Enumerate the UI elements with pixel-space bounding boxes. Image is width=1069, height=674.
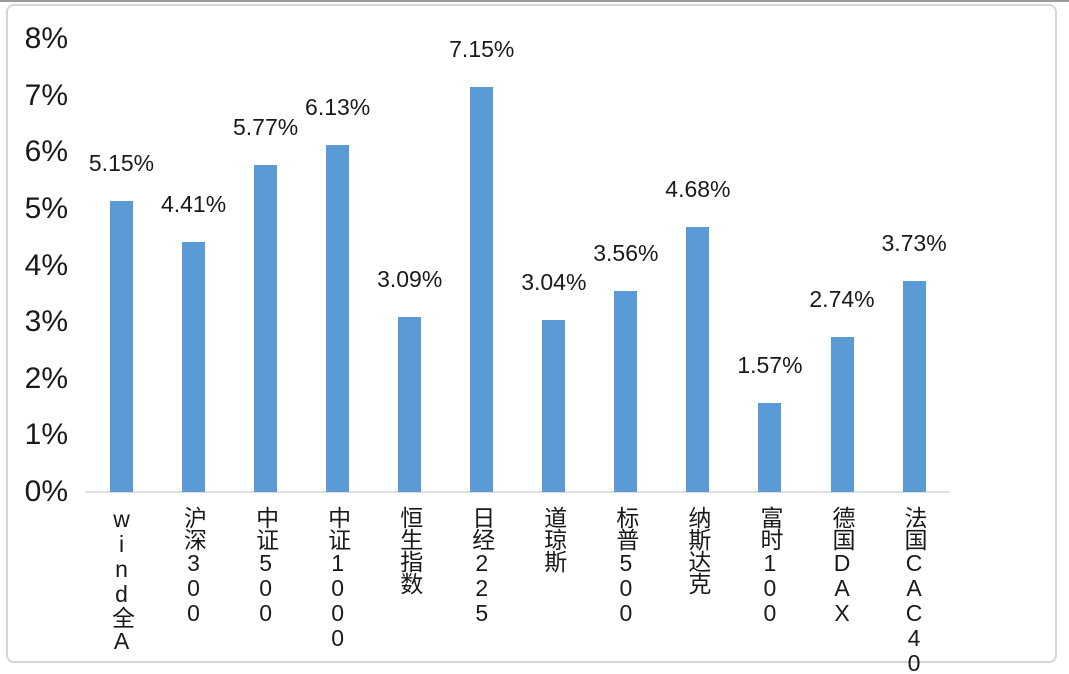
bar-value-label: 3.04% — [521, 268, 587, 295]
y-axis-tick-label: 4% — [24, 248, 68, 282]
x-axis-category-label: wind全A — [108, 506, 135, 653]
x-axis-category-label: 中证1000 — [324, 506, 351, 650]
y-axis-tick-label: 5% — [24, 192, 68, 225]
y-axis-tick-label: 8% — [24, 22, 68, 56]
x-axis-category-label: 标普500 — [612, 506, 639, 625]
bar — [182, 242, 206, 492]
x-axis-category-label: 恒生指数 — [396, 506, 423, 594]
bar-value-label: 3.09% — [377, 266, 443, 293]
bar-value-label: 2.74% — [809, 285, 875, 312]
bar-value-label: 3.73% — [881, 229, 947, 256]
x-axis-category-label: 中证500 — [252, 506, 279, 625]
bar — [686, 227, 710, 492]
bar-value-label: 1.57% — [737, 352, 803, 379]
chart-border — [6, 4, 1057, 663]
y-axis-tick-label: 6% — [24, 135, 68, 169]
y-axis-tick-label: 3% — [24, 305, 68, 339]
x-axis-category-label: 纳斯达克 — [684, 506, 711, 594]
x-axis-line — [85, 491, 950, 493]
x-axis-category-label: 法国CAC40 — [901, 506, 928, 674]
bar — [110, 200, 133, 492]
bar-value-label: 3.56% — [593, 239, 659, 266]
y-axis-tick-label: 7% — [24, 78, 68, 112]
y-axis-tick-label: 2% — [24, 361, 68, 395]
x-axis-category-label: 富时100 — [756, 506, 783, 625]
x-axis-category-label: 道琼斯 — [540, 506, 567, 572]
page-top-divider — [0, 0, 1069, 2]
bar-value-label: 4.68% — [665, 176, 731, 203]
bar — [254, 165, 278, 492]
bar-value-label: 7.15% — [449, 36, 515, 63]
bar — [614, 290, 638, 492]
bar — [470, 87, 494, 492]
bar — [542, 319, 566, 492]
bar-value-label: 4.41% — [160, 191, 227, 218]
y-axis-tick-label: 1% — [24, 418, 68, 452]
bar-value-label: 5.77% — [232, 114, 299, 141]
y-axis-tick-label: 0% — [24, 475, 68, 508]
bar — [830, 336, 854, 492]
bar-value-label: 6.13% — [305, 94, 371, 121]
bar — [758, 403, 782, 492]
bar — [902, 280, 926, 492]
bar — [398, 317, 422, 492]
x-axis-category-label: 日经225 — [468, 506, 495, 625]
x-axis-category-label: 德国DAX — [829, 506, 855, 625]
bar-value-label: 5.15% — [88, 149, 155, 176]
bar — [326, 145, 350, 492]
x-axis-category-label: 沪深300 — [180, 506, 207, 625]
